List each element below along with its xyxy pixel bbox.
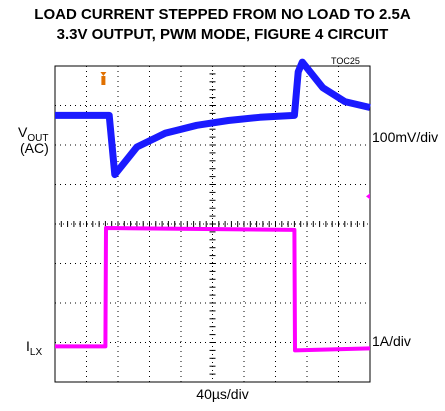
ilx-scale-label: 1A/div [372,333,411,349]
trigger-marker-icon [100,72,107,76]
graticule [54,65,371,383]
ilx-label-main: I [26,338,30,354]
chart-title-line2: 3.3V OUTPUT, PWM MODE, FIGURE 4 CIRCUIT [56,26,389,43]
vout-label-sub: OUT [27,132,49,144]
vout-label-main: V [18,124,28,140]
markers [100,72,370,200]
chart-title-line1: LOAD CURRENT STEPPED FROM NO LOAD TO 2.5… [34,6,411,23]
vout-label: VOUT [18,124,48,147]
trigger-marker-stem [101,76,106,85]
trace-ilx [55,226,371,353]
traces [55,58,371,353]
ilx-label-sub: LX [29,346,43,358]
ilx-label: ILX [26,338,42,361]
trace-vout [55,58,371,179]
vout-scale-label: 100mV/div [372,129,439,145]
channel-marker-icon [366,193,370,200]
time-scale-label: 40µs/div [196,386,249,402]
vout-ac-label: (AC) [20,140,49,156]
figure-id: TOC25 [331,56,360,66]
